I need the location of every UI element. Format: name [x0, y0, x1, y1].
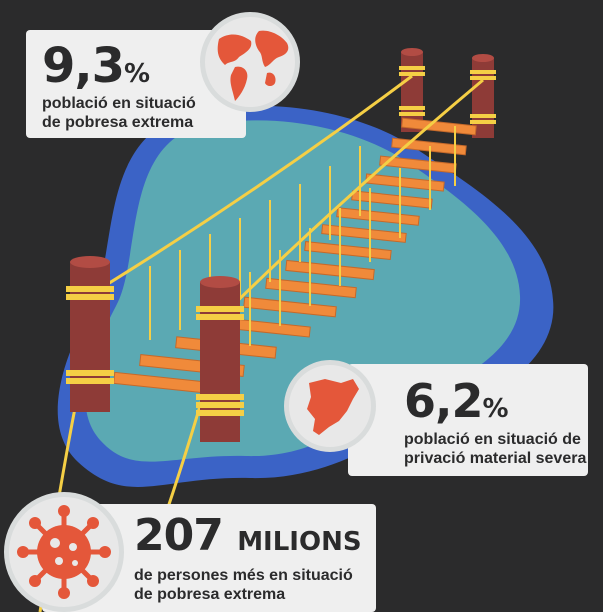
back-post-right	[470, 54, 496, 138]
stat-description-line-2: de pobresa extrema	[42, 114, 194, 131]
stat-number: 9,3	[42, 38, 125, 94]
stat-card-material-deprivation: 6,2% població en situació de privació ma…	[348, 364, 588, 476]
stat-value: 207 MILIONS	[134, 510, 362, 561]
stat-value: 9,3%	[42, 38, 150, 94]
front-post-left	[66, 256, 114, 412]
front-post-right	[196, 276, 244, 442]
stat-description-line-1: de persones més en situació	[134, 567, 353, 584]
stat-description: població en situació de privació materia…	[404, 430, 586, 468]
bridge-hangers	[149, 126, 456, 346]
stat-description-line-2: privació material severa	[404, 450, 587, 467]
stat-description-line-1: població en situació	[42, 95, 196, 112]
stat-number: 6,2	[404, 374, 483, 428]
stat-unit: %	[124, 59, 151, 89]
virus-icon	[4, 492, 124, 612]
stat-description: de persones més en situació de pobresa e…	[134, 566, 353, 604]
stat-description-line-1: població en situació de	[404, 431, 581, 448]
stat-value: 6,2%	[404, 374, 509, 428]
stat-unit: %	[482, 394, 509, 424]
catalonia-map-icon	[284, 360, 376, 452]
stat-number: 207	[134, 510, 224, 561]
back-post-left	[399, 48, 425, 132]
stat-description: població en situació de pobresa extrema	[42, 94, 196, 132]
stat-unit: MILIONS	[237, 527, 362, 557]
globe-icon	[200, 12, 300, 112]
stat-description-line-2: de pobresa extrema	[134, 586, 286, 603]
